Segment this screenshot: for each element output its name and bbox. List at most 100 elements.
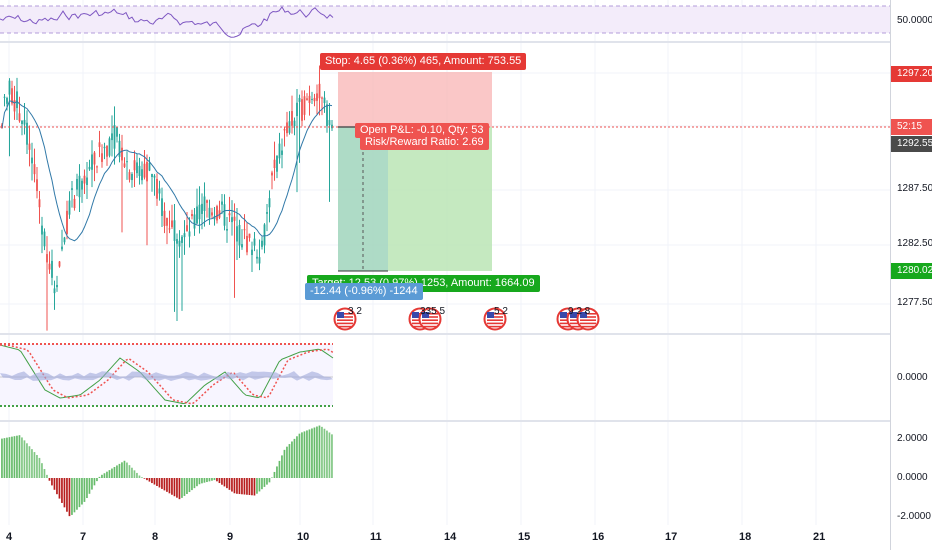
candle-body	[73, 198, 76, 209]
candle-body	[133, 160, 136, 171]
rsi-band	[0, 6, 890, 33]
us-flag-icon	[418, 307, 442, 331]
ao-bar	[128, 465, 131, 478]
candle-body	[71, 188, 73, 190]
flag-stripe	[337, 325, 353, 328]
us-flag-icon	[333, 307, 357, 331]
candle-body	[291, 111, 293, 126]
measure-label: -12.44 (-0.96%) -1244	[305, 283, 423, 300]
ao-bar	[213, 478, 216, 481]
candle-body	[158, 188, 161, 194]
flag-stripe	[337, 319, 353, 321]
candle-body	[53, 288, 56, 294]
open-pl-label[interactable]: Open P&L: -0.10, Qty: 53	[355, 123, 489, 138]
candle-body	[193, 214, 196, 229]
time-label: 17	[665, 531, 678, 543]
candle-body	[253, 238, 256, 246]
ao-bar	[68, 478, 71, 517]
candle-body	[308, 95, 311, 103]
ao-bar	[188, 478, 191, 493]
ao-bar	[43, 469, 46, 478]
stop-price-tag: 1297.20	[891, 66, 932, 82]
candle-body	[88, 166, 91, 170]
stoch-level-label: 0.0000	[897, 372, 928, 383]
candle-body	[38, 199, 41, 208]
stop-label[interactable]: Stop: 4.65 (0.36%) 465, Amount: 753.55	[320, 53, 527, 70]
ao-bar	[216, 478, 218, 482]
us-flag-icon	[576, 307, 600, 331]
ao-bar	[106, 471, 108, 478]
ao-bar	[196, 478, 198, 487]
candle-body	[78, 175, 81, 198]
flag-stripe	[487, 319, 503, 321]
ao-bar	[231, 478, 233, 492]
risk-reward-label[interactable]: Risk/Reward Ratio: 2.69	[360, 135, 489, 150]
ao-bar	[26, 443, 28, 478]
ao-bar	[211, 478, 213, 481]
ao-bar	[123, 460, 126, 478]
ao-bar	[283, 449, 286, 478]
ao-bar	[116, 465, 118, 478]
ao-bar	[48, 478, 51, 481]
ao-bar	[316, 426, 318, 478]
ao-bar	[308, 429, 311, 478]
ao-bar	[151, 478, 153, 484]
ao-bar	[78, 478, 81, 508]
ao-bar	[181, 478, 183, 498]
candle-body	[268, 198, 271, 208]
candle-body	[146, 161, 148, 182]
ao-bar	[278, 460, 281, 478]
ao-bar	[253, 478, 256, 496]
candle-body	[316, 93, 318, 101]
ao-bar	[63, 478, 66, 508]
flag-stripe	[580, 313, 596, 315]
ao-bar	[121, 462, 123, 478]
event-number: 3 2	[348, 306, 362, 317]
candle-body	[323, 97, 326, 104]
candle-body	[6, 97, 8, 104]
pane-separator-ao[interactable]	[0, 420, 932, 422]
ao-bar	[86, 478, 88, 499]
candle-body	[256, 256, 258, 259]
ao-bar	[201, 478, 203, 484]
time-label: 9	[227, 531, 234, 543]
ao-bar	[131, 467, 133, 478]
ao-bar	[73, 478, 76, 513]
ao-bar	[21, 437, 23, 478]
candle-body	[8, 80, 11, 95]
ao-bar	[158, 478, 161, 488]
pane-separator-rsi[interactable]	[0, 41, 932, 43]
ao-bar	[228, 478, 231, 490]
flag-stripe	[570, 325, 586, 328]
stoch-d-line	[0, 344, 334, 405]
ao-bar	[166, 478, 168, 492]
ao-bar	[268, 478, 271, 483]
candle-body	[243, 229, 246, 231]
flag-canton	[580, 312, 587, 318]
ao-bar	[241, 478, 243, 495]
price-tick-1282: 1282.50	[897, 238, 932, 249]
flag-canton	[412, 312, 419, 318]
pane-separator-stoch[interactable]	[0, 333, 932, 335]
candle-body	[46, 254, 48, 263]
candle-body	[298, 97, 301, 102]
time-label: 21	[813, 531, 826, 543]
ao-bar	[98, 476, 101, 478]
ao-bar	[296, 436, 298, 478]
ao-bar	[51, 478, 53, 486]
ao-bar	[218, 478, 221, 484]
candle-body	[283, 129, 286, 131]
ao-bar	[83, 478, 86, 502]
ao-bar	[238, 478, 241, 495]
ao-bar	[183, 478, 186, 496]
ao-bar	[331, 434, 333, 478]
candle-body	[161, 198, 163, 216]
candle-body	[48, 263, 51, 270]
ao-bar	[303, 431, 306, 478]
ao-bar	[163, 478, 166, 491]
ao-bar	[136, 472, 138, 478]
ao-bar	[126, 462, 128, 478]
candle-body	[191, 214, 193, 217]
candle-body	[3, 96, 6, 98]
